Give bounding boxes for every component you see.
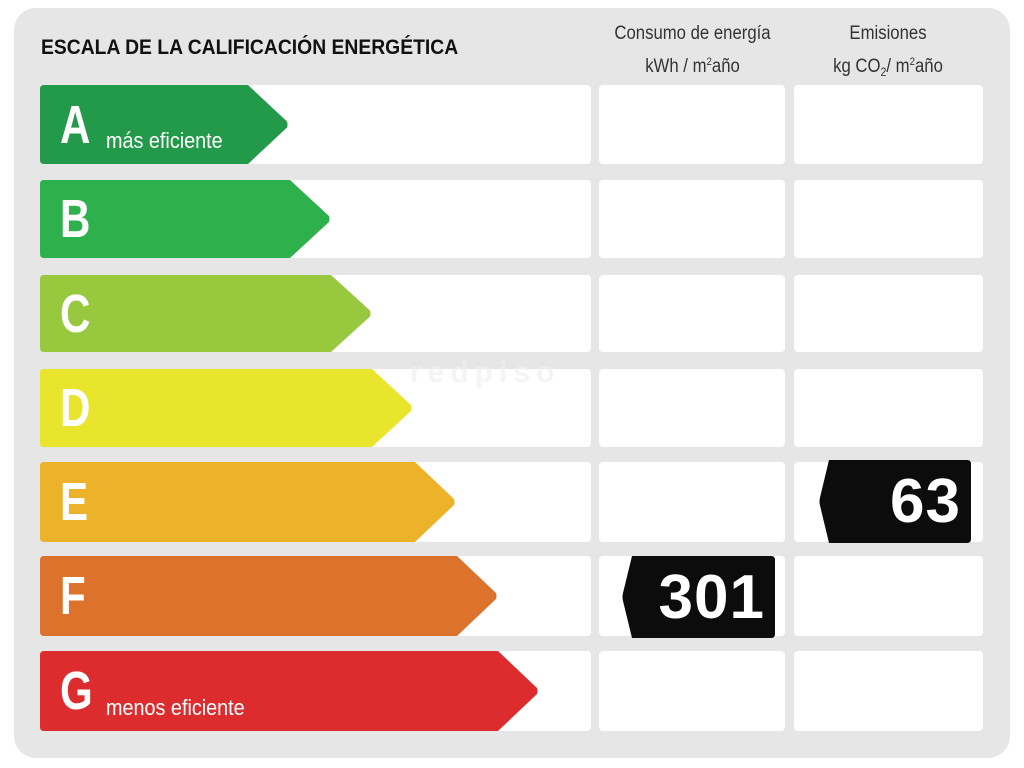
rating-letter-b: B — [60, 189, 91, 249]
rating-arrow-f: F — [40, 556, 497, 636]
emissions-cell-g — [794, 651, 983, 731]
rating-letter-c: C — [60, 283, 91, 344]
consumption-cell-a — [599, 85, 785, 164]
watermark: redpiso — [410, 356, 561, 389]
emissions-column-header: Emisiones kg CO2/ m2año — [796, 20, 981, 86]
emissions-header-unit: kg CO2/ m2año — [833, 56, 943, 79]
rating-letter-e: E — [60, 472, 89, 532]
emissions-cell-f — [794, 556, 983, 636]
rating-arrow-e: E — [40, 462, 455, 542]
consumption-result-badge-value: 301 — [658, 562, 765, 632]
consumption-header-line1: Consumo de energía — [614, 23, 771, 44]
emissions-result-badge-value: 63 — [890, 467, 961, 536]
rating-letter-f: F — [60, 566, 86, 626]
consumption-column-header: Consumo de energía kWh / m2año — [602, 20, 782, 81]
emissions-cell-c — [794, 275, 983, 352]
page-title: ESCALA DE LA CALIFICACIÓN ENERGÉTICA — [41, 36, 459, 59]
emissions-cell-d — [794, 369, 983, 447]
consumption-cell-g — [599, 651, 785, 731]
consumption-cell-c — [599, 275, 785, 352]
consumption-cell-e — [599, 462, 785, 542]
rating-letter-g: G — [60, 661, 93, 721]
rating-letter-a: A — [60, 94, 91, 155]
emissions-result-badge: 63 — [819, 460, 971, 543]
consumption-cell-d — [599, 369, 785, 447]
consumption-cell-b — [599, 180, 785, 258]
consumption-header-unit: kWh / m2año — [645, 56, 740, 77]
emissions-cell-a — [794, 85, 983, 164]
rating-sublabel-a: más eficiente — [106, 128, 223, 153]
emissions-cell-b — [794, 180, 983, 258]
rating-arrow-d: D — [40, 369, 412, 447]
consumption-result-badge: 301 — [622, 556, 775, 638]
rating-sublabel-g: menos eficiente — [106, 695, 245, 720]
rating-arrow-b: B — [40, 180, 330, 258]
rating-letter-d: D — [60, 378, 91, 438]
emissions-header-line1: Emisiones — [849, 23, 927, 44]
rating-arrow-c: C — [40, 275, 371, 352]
